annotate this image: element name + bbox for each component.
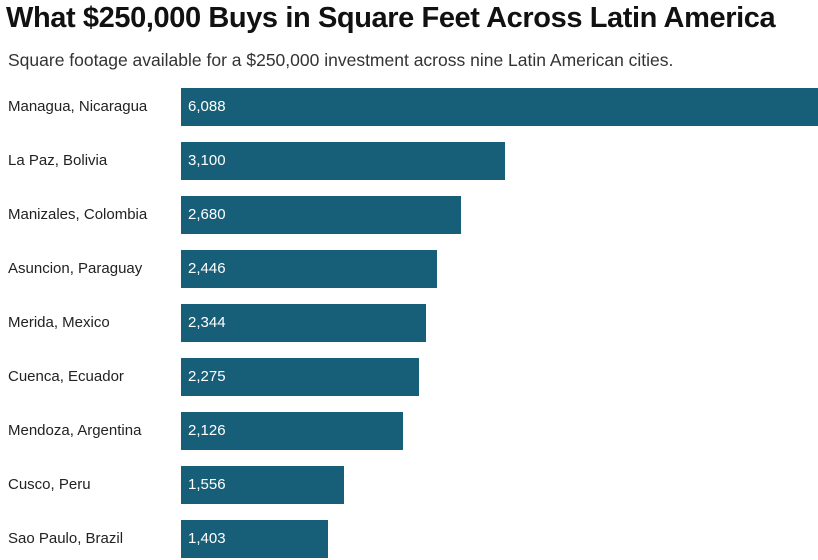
bar: [181, 358, 420, 396]
data-label: 2,446: [188, 260, 226, 277]
data-label: 2,344: [188, 314, 226, 331]
chart-title: What $250,000 Buys in Square Feet Across…: [6, 2, 776, 34]
data-label: 2,680: [188, 206, 226, 223]
data-label: 2,126: [188, 422, 226, 439]
bar: [181, 250, 437, 288]
data-label: 3,100: [188, 152, 226, 169]
bar: [181, 520, 328, 558]
data-label: 1,556: [188, 476, 226, 493]
data-label: 6,088: [188, 98, 226, 115]
category-label: Sao Paulo, Brazil: [8, 530, 124, 547]
bar: [181, 142, 506, 180]
bar: [181, 304, 427, 342]
bar: [181, 196, 462, 234]
category-label: Managua, Nicaragua: [8, 98, 148, 115]
category-label: La Paz, Bolivia: [8, 152, 108, 169]
bar: [181, 88, 818, 126]
bar: [181, 466, 344, 504]
category-label: Cuenca, Ecuador: [8, 368, 124, 385]
data-label: 1,403: [188, 530, 226, 547]
category-label: Merida, Mexico: [8, 314, 110, 331]
chart-subtitle: Square footage available for a $250,000 …: [8, 50, 674, 70]
bar: [181, 412, 404, 450]
data-label: 2,275: [188, 368, 226, 385]
category-label: Asuncion, Paraguay: [8, 260, 143, 277]
category-label: Manizales, Colombia: [8, 206, 148, 223]
category-label: Cusco, Peru: [8, 476, 91, 493]
category-label: Mendoza, Argentina: [8, 422, 142, 439]
